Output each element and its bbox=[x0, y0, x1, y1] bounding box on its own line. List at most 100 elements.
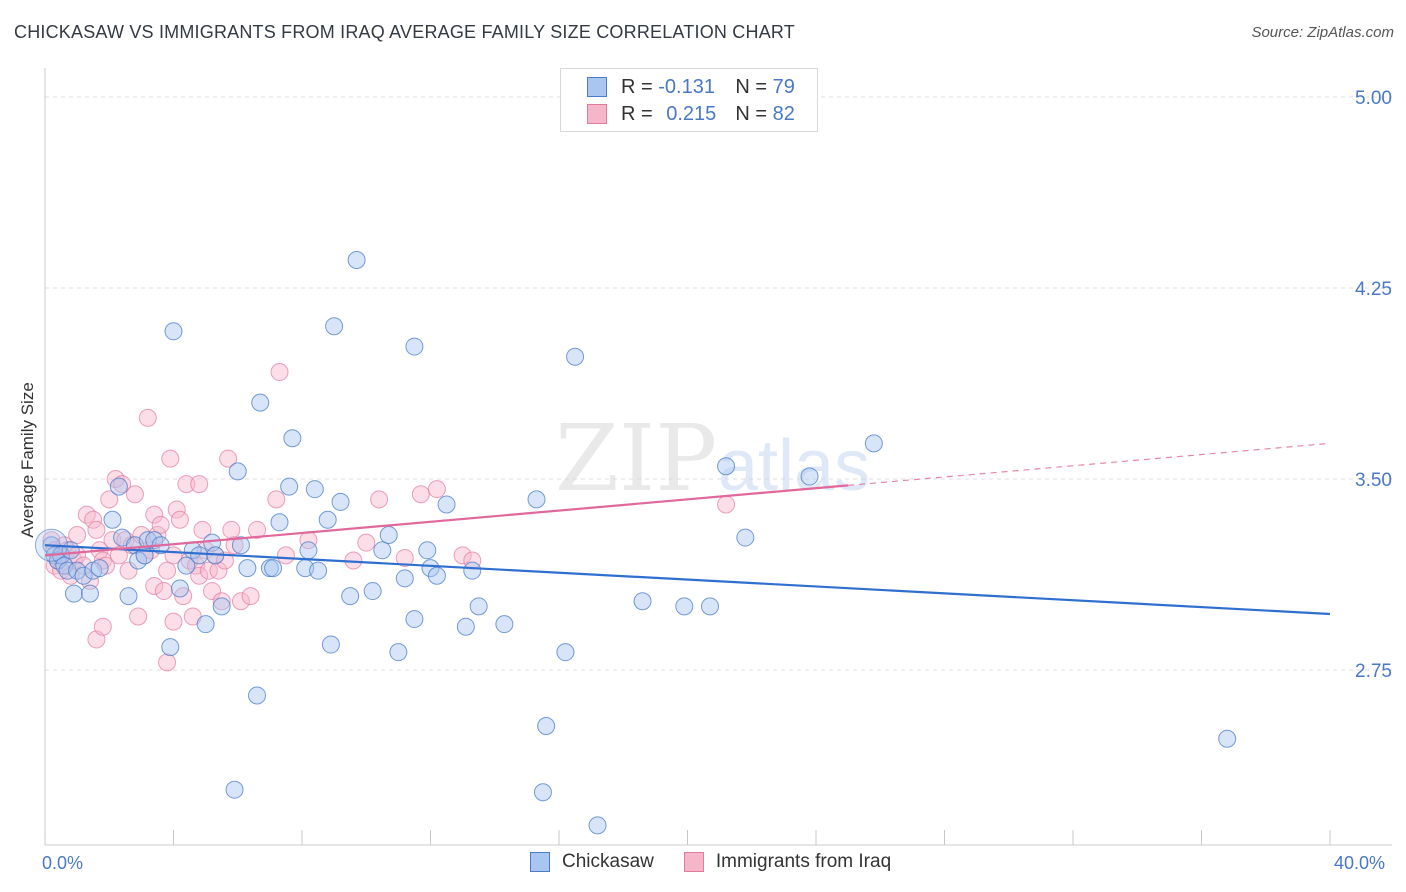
chickasaw-point bbox=[717, 457, 736, 476]
chickasaw-point bbox=[405, 610, 424, 629]
iraq-point bbox=[427, 480, 446, 499]
chickasaw-point bbox=[456, 617, 475, 636]
chickasaw-point bbox=[1218, 729, 1237, 748]
axes bbox=[44, 68, 1392, 846]
chickasaw-point bbox=[427, 566, 446, 585]
chickasaw-point bbox=[556, 643, 575, 662]
iraq-trend-line-extrapolated bbox=[848, 442, 1331, 486]
iraq-point bbox=[219, 449, 238, 468]
chickasaw-point bbox=[251, 393, 270, 412]
chickasaw-point bbox=[633, 592, 652, 611]
iraq-point bbox=[87, 520, 106, 539]
chickasaw-point bbox=[331, 492, 350, 511]
chickasaw-point bbox=[190, 546, 209, 565]
iraq-point bbox=[167, 500, 186, 519]
chickasaw-trend-line bbox=[44, 544, 1331, 616]
chickasaw-point bbox=[341, 587, 360, 606]
iraq-point bbox=[84, 510, 103, 529]
chickasaw-point bbox=[90, 559, 109, 578]
iraq-point bbox=[241, 587, 260, 606]
iraq-point bbox=[411, 485, 430, 504]
iraq-point bbox=[177, 475, 196, 494]
chickasaw-point bbox=[299, 541, 318, 560]
chickasaw-point bbox=[164, 322, 183, 341]
iraq-point bbox=[158, 653, 177, 672]
chickasaw-point bbox=[373, 541, 392, 560]
legend-swatch-iraq bbox=[587, 104, 607, 124]
chickasaw-point bbox=[283, 429, 302, 448]
chickasaw-point bbox=[379, 526, 398, 545]
y-tick-label: 3.50 bbox=[1355, 470, 1392, 491]
iraq-point bbox=[222, 520, 241, 539]
legend-label-iraq: Immigrants from Iraq bbox=[715, 851, 892, 872]
series-legend: Chickasaw Immigrants from Iraq bbox=[530, 851, 921, 873]
iraq-point bbox=[276, 546, 295, 565]
chickasaw-point bbox=[864, 434, 883, 453]
legend-row-chickasaw: R = -0.131 N = 79 bbox=[587, 74, 795, 100]
iraq-point bbox=[52, 561, 71, 580]
iraq-point bbox=[248, 520, 267, 539]
chickasaw-point bbox=[264, 559, 283, 578]
chickasaw-point bbox=[463, 561, 482, 580]
chickasaw-point bbox=[405, 337, 424, 356]
chickasaw-point bbox=[161, 638, 180, 657]
iraq-point bbox=[231, 592, 250, 611]
legend-r-label: R = bbox=[621, 75, 653, 98]
iraq-point bbox=[145, 576, 164, 595]
chickasaw-point bbox=[228, 462, 247, 481]
legend-item-iraq[interactable]: Immigrants from Iraq bbox=[683, 851, 892, 873]
iraq-point bbox=[199, 561, 218, 580]
iraq-point bbox=[138, 408, 157, 427]
iraq-point bbox=[145, 505, 164, 524]
legend-swatch-iraq bbox=[683, 852, 704, 872]
chickasaw-point bbox=[212, 597, 231, 616]
chickasaw-point bbox=[170, 579, 189, 598]
chickasaw-point bbox=[469, 597, 488, 616]
chickasaw-point bbox=[418, 541, 437, 560]
chickasaw-point bbox=[527, 490, 546, 509]
chart-title: CHICKASAW VS IMMIGRANTS FROM IRAQ AVERAG… bbox=[14, 22, 795, 42]
iraq-point bbox=[453, 546, 472, 565]
chickasaw-point bbox=[321, 635, 340, 654]
chickasaw-point bbox=[566, 347, 585, 366]
legend-n-value-iraq: 82 bbox=[772, 102, 795, 125]
iraq-point bbox=[170, 510, 189, 529]
source-label: Source: ZipAtlas.com bbox=[1251, 24, 1394, 41]
iraq-point bbox=[717, 495, 736, 514]
legend-r-value-iraq: 0.215 bbox=[666, 102, 717, 125]
legend-label-chickasaw: Chickasaw bbox=[562, 851, 654, 872]
chickasaw-point bbox=[437, 495, 456, 514]
chickasaw-point bbox=[309, 561, 328, 580]
iraq-point bbox=[209, 561, 228, 580]
gridlines bbox=[45, 96, 1392, 671]
chickasaw-point bbox=[736, 528, 755, 547]
chickasaw-point bbox=[395, 569, 414, 588]
y-tick-labels: 5.00 4.25 3.50 2.75 bbox=[1355, 88, 1392, 682]
correlation-legend: R = -0.131 N = 79 R = 0.215 N = 82 bbox=[560, 68, 818, 132]
chickasaw-point bbox=[318, 510, 337, 529]
iraq-point bbox=[190, 566, 209, 585]
chickasaw-point bbox=[533, 783, 552, 802]
chickasaw-point bbox=[103, 510, 122, 529]
iraq-point bbox=[357, 533, 376, 552]
chickasaw-point bbox=[363, 582, 382, 601]
iraq-point bbox=[193, 520, 212, 539]
iraq-point bbox=[164, 612, 183, 631]
chickasaw-point bbox=[238, 559, 257, 578]
y-tick-label: 4.25 bbox=[1355, 279, 1392, 300]
iraq-point bbox=[100, 490, 119, 509]
chickasaw-point bbox=[495, 615, 514, 634]
chickasaw-point bbox=[800, 467, 819, 486]
chickasaw-point bbox=[248, 686, 267, 705]
points-chickasaw bbox=[34, 250, 1237, 835]
y-tick-label: 5.00 bbox=[1355, 88, 1392, 109]
iraq-point bbox=[125, 485, 144, 504]
iraq-point bbox=[129, 607, 148, 626]
legend-item-chickasaw[interactable]: Chickasaw bbox=[530, 851, 654, 873]
legend-n-value-chickasaw: 79 bbox=[772, 75, 795, 98]
iraq-point bbox=[215, 551, 234, 570]
chickasaw-point bbox=[177, 556, 196, 575]
iraq-point bbox=[370, 490, 389, 509]
iraq-point bbox=[158, 561, 177, 580]
